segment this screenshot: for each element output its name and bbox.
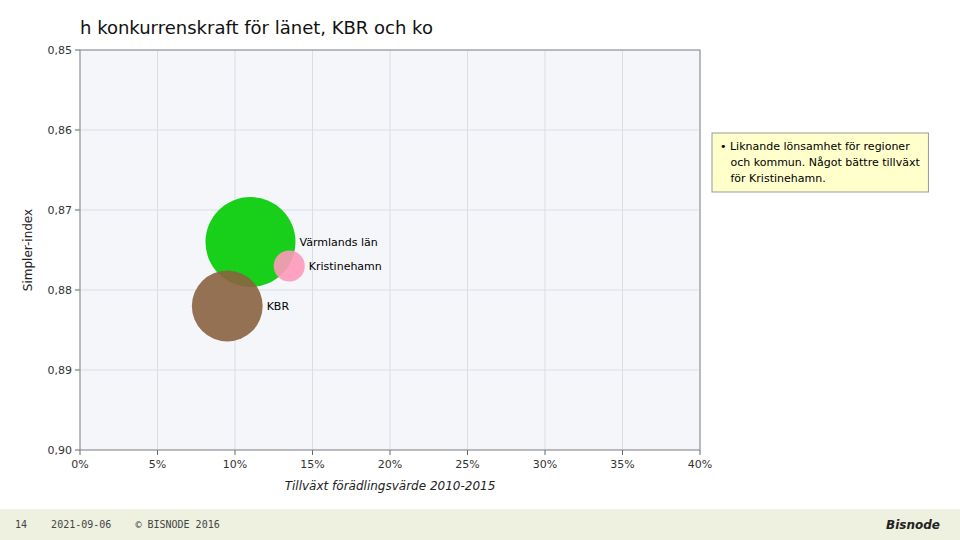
bubble-label: Kristinehamn: [309, 260, 382, 273]
footer-text: 14 2021-09-06 © BISNODE 2016: [15, 519, 220, 530]
tick: [75, 50, 80, 51]
bubble-labels: Värmlands län KBR Kristinehamn: [267, 236, 382, 313]
footer: 14 2021-09-06 © BISNODE 2016 Bisnode: [0, 509, 960, 540]
grid-line: [157, 50, 158, 450]
tick: [390, 450, 391, 455]
grid-line: [80, 290, 700, 291]
tick-label: 0,90: [48, 444, 73, 457]
brand: Bisnode: [886, 518, 940, 532]
plot-frame: [80, 50, 700, 450]
grid-line: [312, 50, 313, 450]
grid-line: [80, 370, 700, 371]
footer-bar: [0, 509, 960, 540]
tick: [545, 450, 546, 455]
bubble-label: Värmlands län: [300, 236, 378, 249]
grid-line: [622, 50, 623, 450]
axes: 0% 5% 10% 15% 20% 25% 30% 35% 40% 0,85 0,86 0,87 0,8…: [48, 44, 713, 471]
tick-label: 10%: [223, 458, 247, 471]
tick-label: 20%: [378, 458, 402, 471]
tick: [75, 130, 80, 131]
tick-label: 15%: [300, 458, 324, 471]
bubble: [274, 250, 305, 281]
grid-line: [80, 130, 700, 131]
tick: [75, 450, 80, 451]
tick-label: 0,85: [48, 44, 73, 57]
bubble: [192, 271, 263, 342]
tick-label: 0,86: [48, 124, 73, 137]
tick: [75, 210, 80, 211]
y-axis-label: Simpler-index: [21, 209, 35, 291]
tick-label: 40%: [688, 458, 712, 471]
tick: [622, 450, 623, 455]
tick-label: 25%: [455, 458, 479, 471]
grid-line: [545, 50, 546, 450]
annotation-line: för Kristinehamn.: [720, 172, 826, 185]
grid-line: [80, 210, 700, 211]
annotation-line: och kommun. Något bättre tillväxt: [720, 156, 920, 169]
x-axis-label: Tillväxt förädlingsvärde 2010-2015: [285, 479, 496, 493]
bubble-label: KBR: [267, 300, 290, 313]
grid: [80, 50, 700, 450]
annotation-text: • Liknande lönsamhet för regioner och ko…: [720, 140, 920, 185]
tick-label: 5%: [149, 458, 166, 471]
tick: [80, 450, 81, 455]
tick: [75, 370, 80, 371]
tick: [467, 450, 468, 455]
tick: [700, 450, 701, 455]
tick: [235, 450, 236, 455]
annotation-box: [712, 133, 928, 192]
grid-line: [467, 50, 468, 450]
annotation-line: • Liknande lönsamhet för regioner: [720, 140, 910, 153]
title: h konkurrenskraft för länet, KBR och ko: [80, 17, 433, 38]
tick: [312, 450, 313, 455]
bubbles: [192, 197, 305, 341]
tick-label: 0,88: [48, 284, 73, 297]
tick-label: 0,89: [48, 364, 73, 377]
plot-background: [80, 50, 700, 450]
chart: 0% 5% 10% 15% 20% 25% 30% 35% 40% 0,85 0,86 0,87 0,8…: [0, 0, 960, 540]
annotation: • Liknande lönsamhet för regioner och ko…: [712, 133, 928, 192]
tick: [75, 290, 80, 291]
tick: [157, 450, 158, 455]
tick-label: 30%: [533, 458, 557, 471]
tick-label: 0,87: [48, 204, 73, 217]
tick-label: 35%: [610, 458, 634, 471]
grid-line: [390, 50, 391, 450]
tick-label: 0%: [71, 458, 88, 471]
